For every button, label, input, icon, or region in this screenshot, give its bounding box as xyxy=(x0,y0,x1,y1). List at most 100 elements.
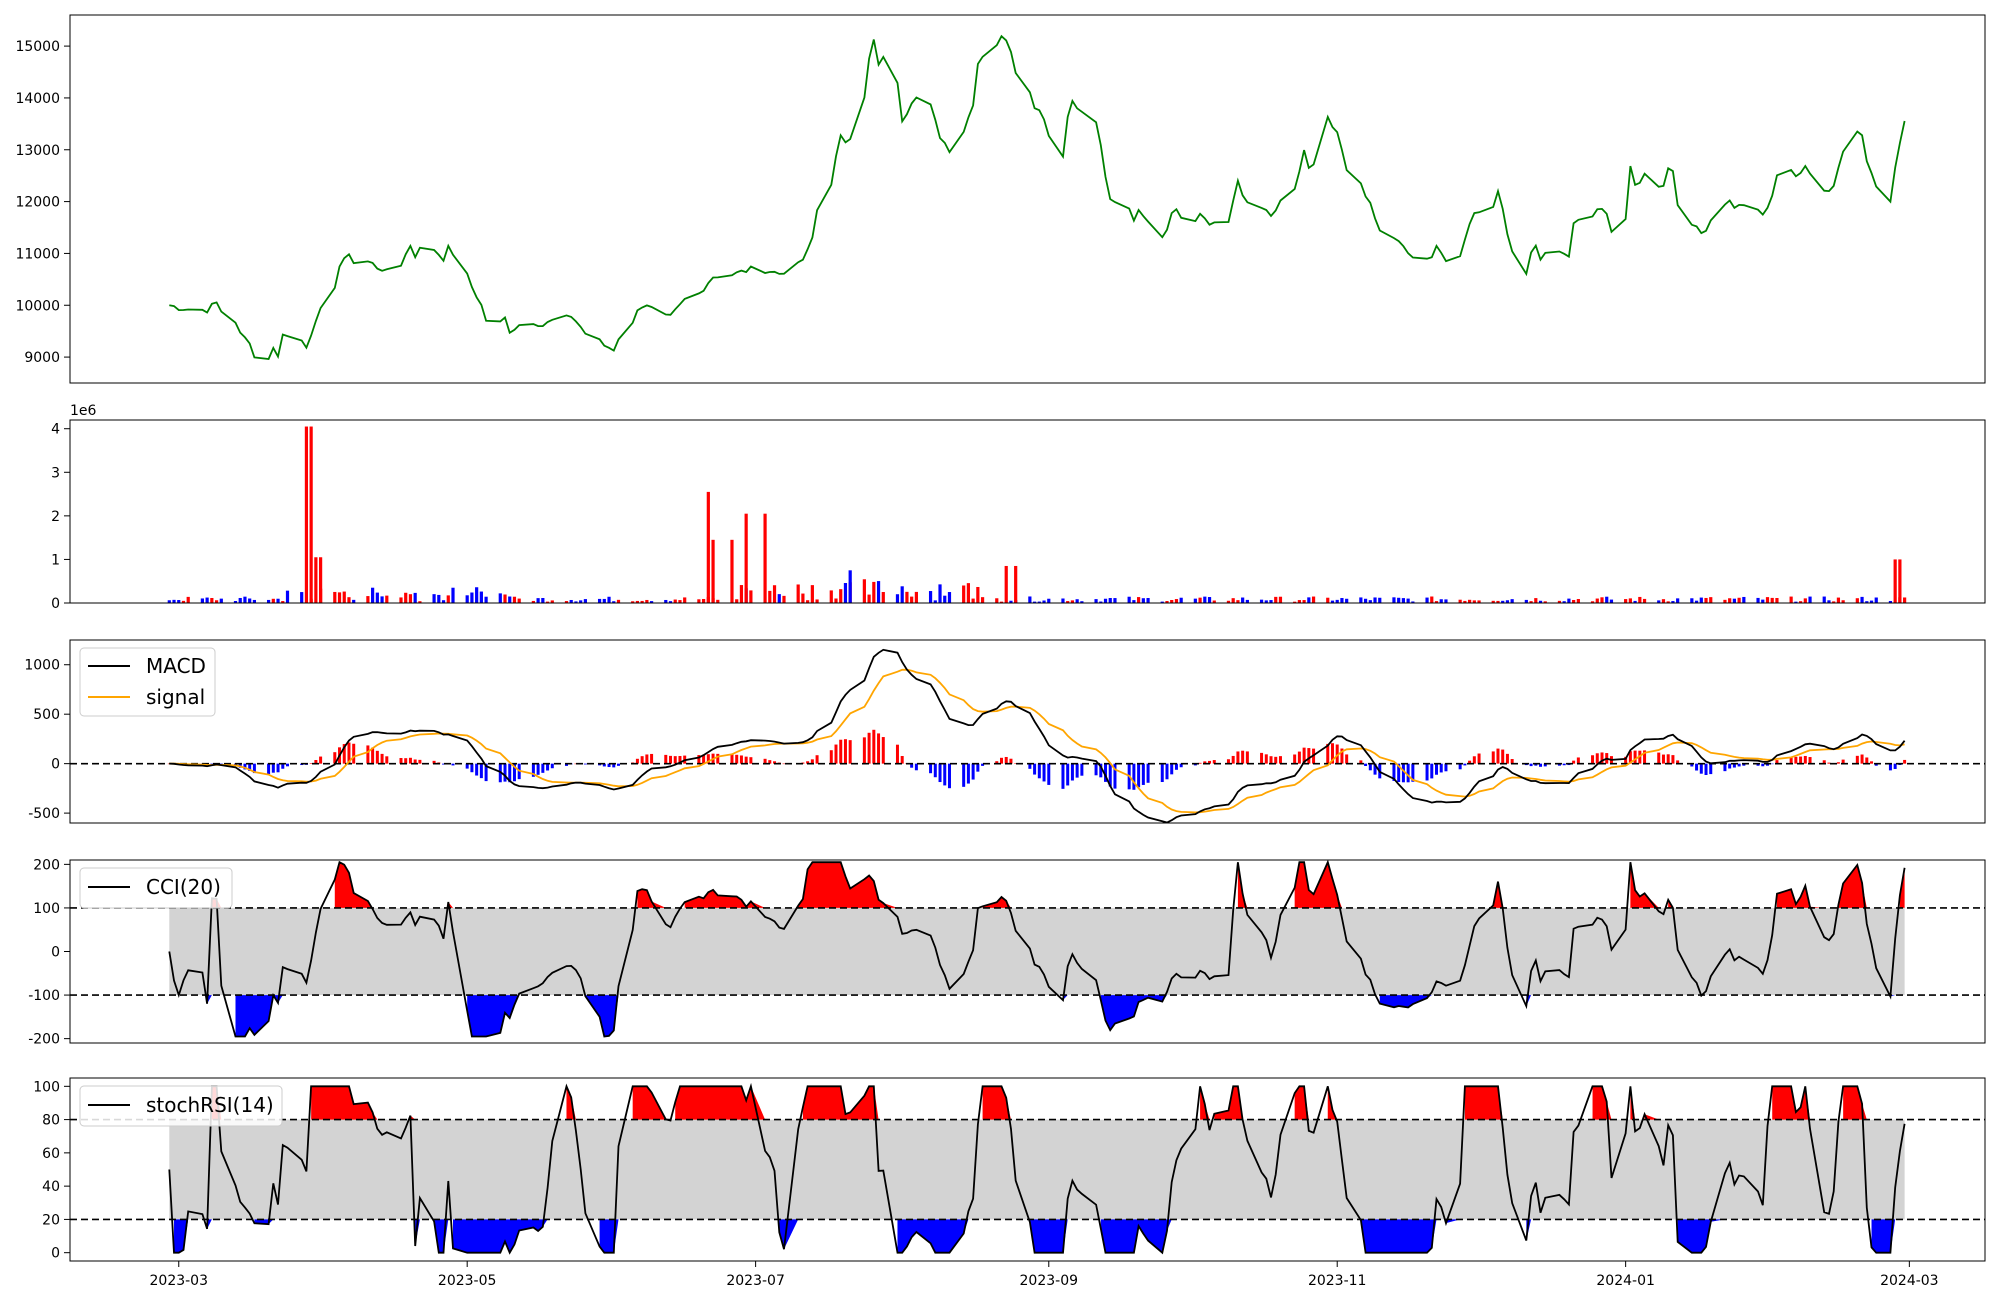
volume-bar xyxy=(167,600,171,603)
volume-bar xyxy=(1690,598,1694,603)
macd-histogram-bar xyxy=(1345,754,1349,764)
volume-bar xyxy=(1165,601,1169,603)
y-tick-label: 0 xyxy=(51,757,60,773)
volume-bar xyxy=(465,595,469,603)
volume-bar xyxy=(1836,597,1841,603)
macd-histogram-bar xyxy=(1170,763,1174,775)
volume-bar xyxy=(607,596,611,603)
volume-bar xyxy=(810,585,814,603)
volume-bar xyxy=(1406,598,1410,603)
macd-histogram-bar xyxy=(1368,763,1372,771)
volume-bar xyxy=(418,601,422,603)
volume-bar xyxy=(1231,598,1235,603)
macd-histogram-bar xyxy=(380,753,384,764)
y-tick-label: 10000 xyxy=(15,298,60,314)
volume-bar xyxy=(1472,600,1476,603)
volume-bar xyxy=(668,601,673,603)
macd-histogram-bar xyxy=(1728,763,1732,769)
volume-bar xyxy=(1775,598,1779,603)
macd-histogram-bar xyxy=(574,763,578,765)
volume-bar xyxy=(1855,598,1859,603)
volume-bar xyxy=(914,591,918,603)
macd-histogram-bar xyxy=(895,744,899,764)
macd-histogram-bar xyxy=(616,763,620,766)
macd-histogram-bar xyxy=(1297,751,1301,764)
volume-bar xyxy=(300,592,304,603)
macd-histogram-bar xyxy=(1340,748,1344,764)
macd-histogram-bar xyxy=(966,763,970,784)
y-tick-label: 12000 xyxy=(15,195,60,211)
macd-histogram-bar xyxy=(1406,763,1410,783)
macd-histogram-bar xyxy=(479,763,483,779)
volume-bar xyxy=(1070,600,1075,603)
macd-histogram-bar xyxy=(1505,753,1509,764)
volume-bar xyxy=(1534,598,1538,603)
volume-bar xyxy=(597,598,602,603)
volume-bar xyxy=(1742,596,1746,603)
macd-histogram-bar xyxy=(1411,763,1415,782)
volume-bar xyxy=(1491,600,1495,603)
volume-bar xyxy=(1572,599,1576,603)
macd-histogram-bar xyxy=(999,757,1003,764)
y-tick-label: 4 xyxy=(51,422,60,438)
macd-histogram-bar xyxy=(413,759,417,764)
y-tick-label: 3 xyxy=(51,465,60,481)
macd-histogram-bar xyxy=(1472,756,1476,764)
volume-bar xyxy=(276,598,280,603)
volume-bar xyxy=(763,513,767,603)
volume-bar xyxy=(181,600,186,603)
volume-bar xyxy=(910,596,914,603)
volume-spike-bar xyxy=(744,513,748,603)
volume-spike-bar xyxy=(1014,565,1018,603)
macd-histogram-bar xyxy=(1723,763,1727,772)
y-tick-label: -500 xyxy=(28,806,60,822)
volume-bar xyxy=(1496,600,1500,603)
macd-histogram-bar xyxy=(1435,763,1439,775)
volume-bar xyxy=(1170,599,1174,603)
volume-bar xyxy=(536,598,540,603)
macd-histogram-bar xyxy=(451,763,455,766)
stochrsi-panel: 0 20 40 60 80 100 stochRSI(14) 2023-03 2023-05… xyxy=(33,1077,1986,1289)
x-tick-label: 2023-07 xyxy=(726,1273,785,1289)
volume-bars xyxy=(167,426,1907,603)
volume-bar xyxy=(980,597,985,603)
volume-bar xyxy=(881,592,885,603)
volume-bar xyxy=(371,587,375,603)
y-tick-label: 1000 xyxy=(24,658,60,674)
macd-histogram-bar xyxy=(995,761,999,764)
volume-bar xyxy=(1373,597,1377,603)
y-tick-label: -100 xyxy=(28,988,60,1004)
x-tick-label: 2023-03 xyxy=(150,1273,209,1289)
macd-histogram-bar xyxy=(404,758,408,764)
volume-bar xyxy=(1259,599,1264,603)
volume-bar xyxy=(399,597,403,603)
volume-bar xyxy=(1803,598,1807,603)
volume-bar xyxy=(441,600,446,603)
volume-bar xyxy=(475,587,479,603)
macd-histogram-bar xyxy=(768,760,772,764)
macd-histogram-bar xyxy=(815,755,819,764)
macd-histogram-bar xyxy=(1865,757,1869,764)
macd-histogram-bar xyxy=(1770,763,1774,765)
macd-histogram-bar xyxy=(1028,763,1032,769)
y-tick-label: 200 xyxy=(33,857,60,873)
volume-bar xyxy=(252,599,257,603)
macd-histogram-bar xyxy=(347,742,351,764)
y-tick-label: 11000 xyxy=(15,246,60,262)
volume-bar xyxy=(1179,597,1183,603)
volume-bar xyxy=(1009,600,1013,603)
volume-bar xyxy=(1761,599,1765,603)
volume-bar xyxy=(1080,601,1084,603)
macd-histogram-bar xyxy=(848,740,852,764)
macd-histogram-bar xyxy=(1146,763,1150,783)
x-tick-label: 2023-09 xyxy=(1020,1273,1079,1289)
volume-bar xyxy=(342,591,346,603)
volume-bar xyxy=(437,594,441,603)
macd-histogram-bar xyxy=(1808,757,1812,764)
macd-histogram-bar xyxy=(744,756,748,764)
cci-y-axis: -200 -100 0 100 200 xyxy=(28,857,70,1048)
volume-bar xyxy=(1108,598,1112,603)
macd-legend-label: MACD xyxy=(146,654,206,678)
macd-histogram-bar xyxy=(645,754,649,764)
volume-bar xyxy=(1869,600,1874,603)
